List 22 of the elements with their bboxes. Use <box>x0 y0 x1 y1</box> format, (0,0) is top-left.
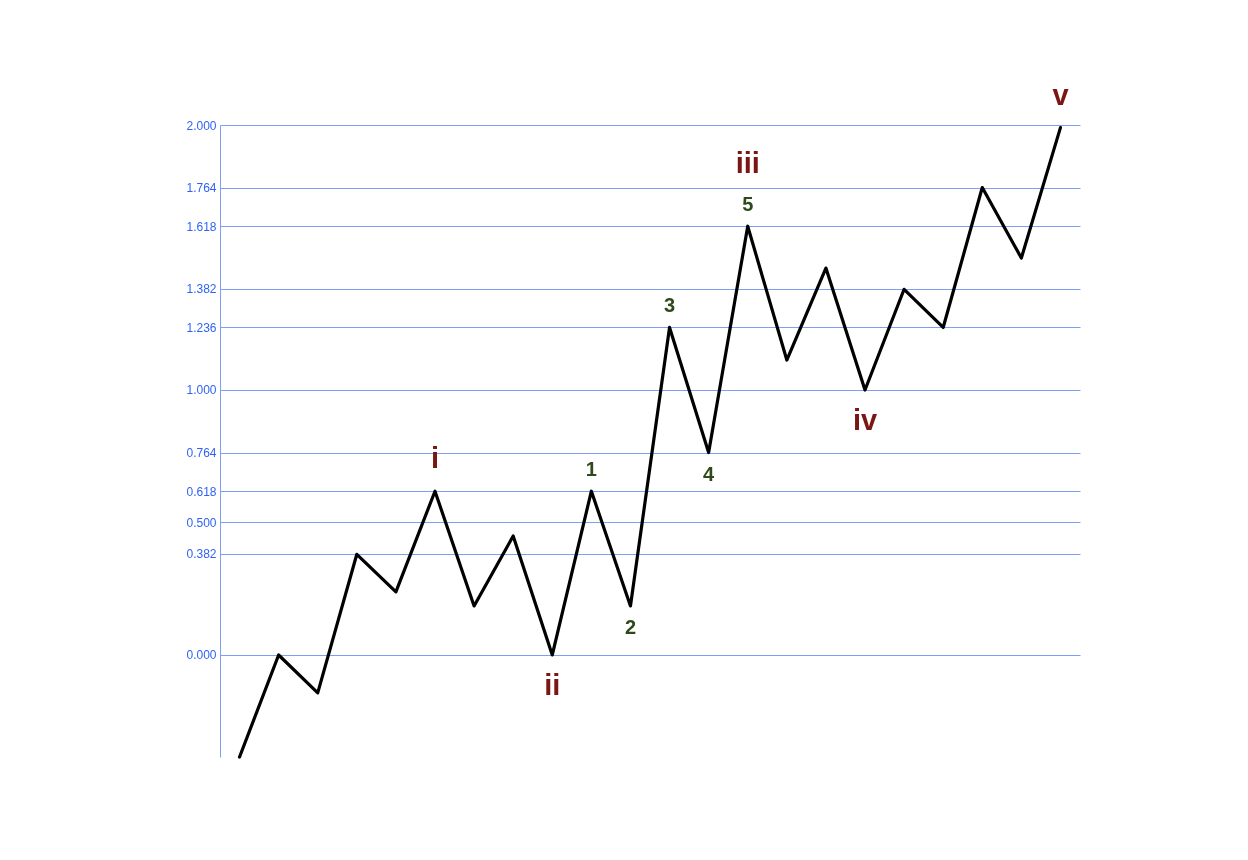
annotation: i <box>430 442 440 475</box>
annotation: 5 <box>742 193 754 216</box>
line-series <box>237 126 1063 759</box>
y-tick-label: 0.382 <box>186 547 217 562</box>
annotation: 3 <box>663 294 676 317</box>
annotation: iv <box>852 403 878 436</box>
y-tick-label: 1.236 <box>186 320 217 335</box>
annotation: v <box>1052 78 1069 111</box>
y-tick-label: 1.000 <box>186 383 217 398</box>
y-tick-label: 0.618 <box>186 484 217 499</box>
annotation: 4 <box>703 462 716 485</box>
y-tick-label: 0.000 <box>186 648 217 663</box>
y-tick-label: 0.500 <box>186 515 217 530</box>
y-tick-label: 1.618 <box>186 219 217 234</box>
annotation: 1 <box>585 458 597 481</box>
y-tick-label: 2.000 <box>186 118 217 133</box>
annotation: ii <box>544 668 561 701</box>
y-tick-label: 1.764 <box>186 181 217 196</box>
annotation: iii <box>735 147 760 180</box>
y-tick-label: 0.764 <box>186 446 217 461</box>
y-tick-label: 1.382 <box>186 282 217 297</box>
annotation: 2 <box>624 615 637 638</box>
